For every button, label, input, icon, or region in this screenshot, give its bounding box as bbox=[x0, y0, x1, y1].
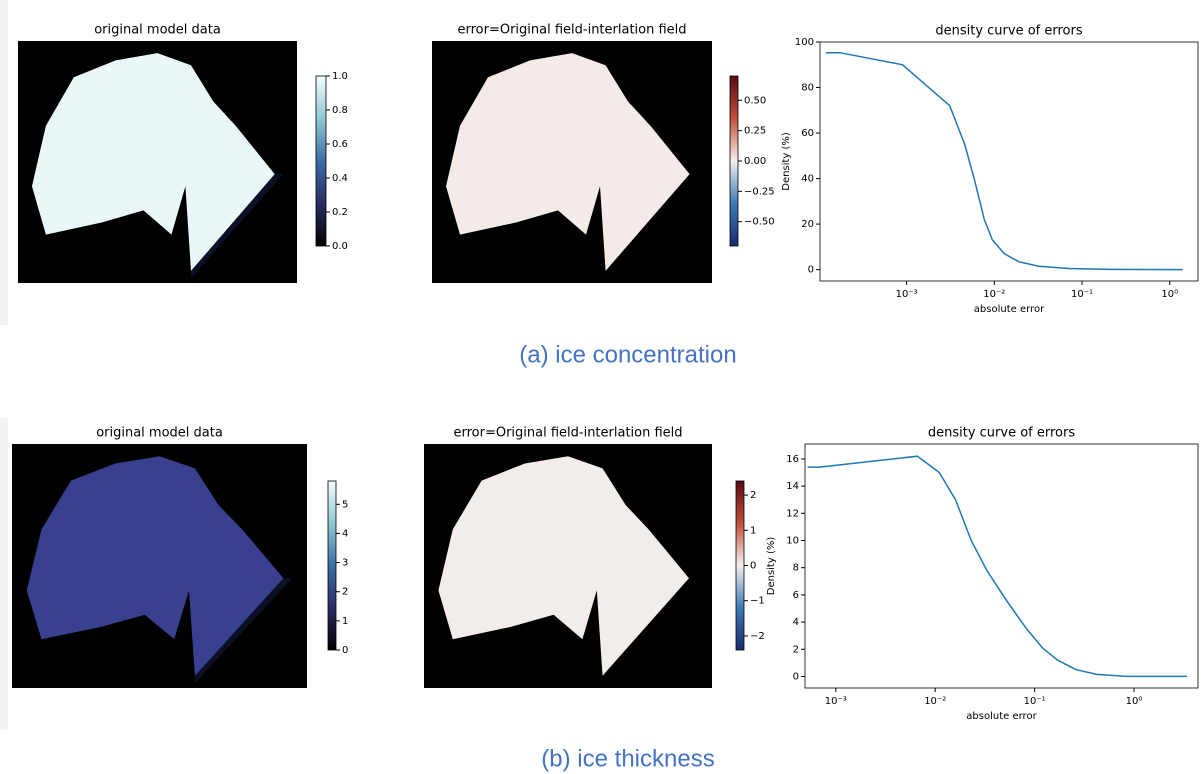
colorbar-tick-label: 1 bbox=[342, 616, 348, 627]
map-title: original model data bbox=[96, 426, 223, 441]
colorbar-tick-label: 2 bbox=[342, 587, 348, 598]
caption: (b) ice thickness bbox=[541, 745, 714, 772]
map-field bbox=[31, 53, 275, 271]
chart-title: density curve of errors bbox=[928, 426, 1075, 441]
density-line bbox=[807, 455, 1187, 678]
colorbar-tick-label: 0.0 bbox=[332, 241, 348, 252]
colorbar-tick-label: −0.25 bbox=[744, 186, 775, 197]
x-tick-label: 10⁻³ bbox=[825, 696, 847, 707]
y-tick-label: 40 bbox=[801, 174, 814, 185]
map-title: error=Original field-interlation field bbox=[453, 426, 682, 441]
y-tick-label: 4 bbox=[793, 617, 799, 628]
colorbar-tick-label: 5 bbox=[342, 499, 348, 510]
colorbar bbox=[735, 480, 745, 651]
colorbar-tick-label: 0.6 bbox=[332, 139, 348, 150]
x-tick-label: 10⁻² bbox=[983, 289, 1005, 300]
x-tick-label: 10⁻¹ bbox=[1071, 289, 1093, 300]
y-tick-label: 100 bbox=[795, 37, 814, 48]
edge-shade bbox=[0, 418, 8, 730]
y-tick-label: 14 bbox=[786, 481, 799, 492]
colorbar-tick-label: −1 bbox=[750, 596, 765, 607]
colorbar-tick-label: −0.50 bbox=[744, 217, 775, 228]
x-tick-label: 10⁰ bbox=[1161, 289, 1178, 300]
colorbar-tick-label: 0 bbox=[750, 561, 756, 572]
colorbar-tick-label: 1 bbox=[750, 525, 756, 536]
y-tick-label: 8 bbox=[793, 563, 799, 574]
x-tick-label: 10⁻³ bbox=[896, 289, 918, 300]
x-tick-label: 10⁰ bbox=[1126, 696, 1143, 707]
colorbar bbox=[315, 75, 327, 247]
colorbar-tick-label: 3 bbox=[342, 558, 348, 569]
y-tick-label: 0 bbox=[808, 265, 814, 276]
y-tick-label: 10 bbox=[786, 536, 799, 547]
plot-frame bbox=[804, 443, 1199, 689]
y-axis-label: Density (%) bbox=[781, 132, 792, 191]
colorbar-tick-label: 0 bbox=[342, 645, 348, 656]
map-field bbox=[438, 456, 689, 676]
y-tick-label: 16 bbox=[786, 454, 799, 465]
x-tick-label: 10⁻¹ bbox=[1024, 696, 1046, 707]
colorbar-tick-label: 0.4 bbox=[332, 173, 348, 184]
chart-title: density curve of errors bbox=[935, 24, 1082, 39]
colorbar-tick-label: 1.0 bbox=[332, 71, 348, 82]
density-line bbox=[825, 51, 1183, 271]
y-tick-label: 0 bbox=[793, 671, 799, 682]
map-title: original model data bbox=[94, 23, 221, 38]
colorbar-tick-label: 0.8 bbox=[332, 105, 348, 116]
x-tick-label: 10⁻² bbox=[924, 696, 946, 707]
colorbar-tick-label: 0.25 bbox=[744, 126, 766, 137]
y-tick-label: 12 bbox=[786, 508, 799, 519]
colorbar bbox=[327, 480, 337, 651]
colorbar bbox=[729, 75, 739, 247]
colorbar-tick-label: 0.50 bbox=[744, 95, 766, 106]
y-tick-label: 2 bbox=[793, 644, 799, 655]
x-axis-label: absolute error bbox=[974, 304, 1045, 315]
map-field bbox=[446, 53, 690, 271]
plot-frame bbox=[819, 41, 1199, 282]
y-tick-label: 60 bbox=[801, 128, 814, 139]
y-tick-label: 6 bbox=[793, 590, 799, 601]
colorbar-tick-label: −2 bbox=[750, 631, 765, 642]
y-axis-label: Density (%) bbox=[766, 537, 777, 596]
edge-shade bbox=[0, 0, 8, 325]
colorbar-tick-label: 2 bbox=[750, 490, 756, 501]
caption: (a) ice concentration bbox=[519, 341, 736, 368]
y-tick-label: 80 bbox=[801, 83, 814, 94]
colorbar-tick-label: 4 bbox=[342, 528, 348, 539]
y-tick-label: 20 bbox=[801, 219, 814, 230]
colorbar-tick-label: 0.00 bbox=[744, 156, 766, 167]
map-title: error=Original field-interlation field bbox=[457, 23, 686, 38]
colorbar-tick-label: 0.2 bbox=[332, 207, 348, 218]
x-axis-label: absolute error bbox=[966, 711, 1037, 722]
map-field bbox=[26, 456, 284, 676]
